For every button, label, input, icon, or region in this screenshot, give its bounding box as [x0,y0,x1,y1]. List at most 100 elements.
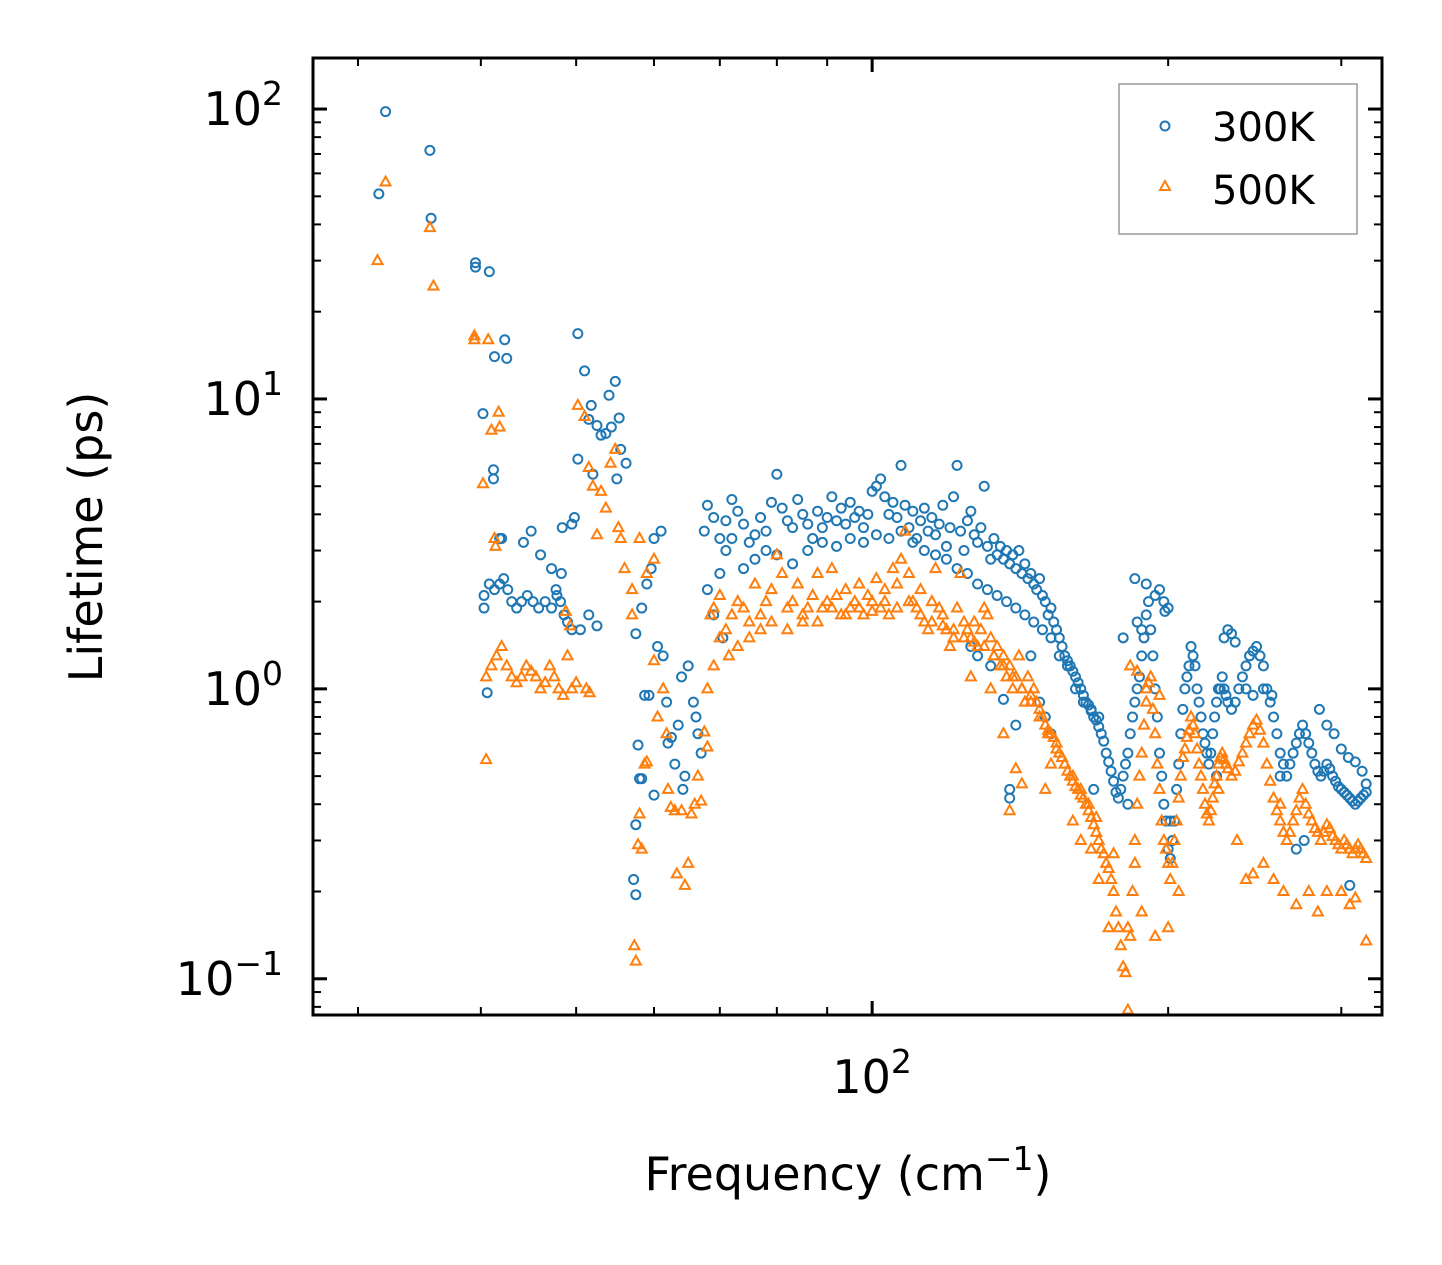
data-point-500K [500,658,514,671]
data-point-300K [539,596,551,608]
data-point-500K [1289,897,1304,910]
data-point-500K [843,600,857,613]
data-point-300K [1025,650,1037,662]
data-point-500K [913,607,928,620]
data-point-500K [1163,871,1177,885]
data-point-500K [731,638,745,652]
data-point-300K [1004,792,1016,804]
data-point-500K [878,594,892,607]
data-point-300K [720,515,732,527]
data-point-300K [1349,756,1361,768]
data-point-300K [1328,728,1340,740]
data-point-300K [879,491,891,503]
data-point-300K [1042,609,1054,621]
data-point-500K [492,419,507,432]
data-point-500K [1221,761,1235,774]
data-point-500K [886,561,900,574]
data-point-500K [668,803,682,816]
data-point-300K [1036,589,1048,601]
data-point-500K [1273,813,1287,826]
data-point-300K [816,536,828,548]
data-point-500K [902,565,916,579]
data-point-300K [787,522,799,534]
data-point-500K [977,638,991,652]
data-point-500K [996,658,1011,671]
data-point-500K [614,530,628,544]
data-point-300K [1120,758,1132,770]
data-point-300K [469,257,481,269]
data-point-500K [943,638,957,652]
data-point-300K [1229,636,1241,648]
data-point-500K [764,582,779,595]
data-point-500K [1204,803,1218,816]
data-point-300K [749,553,761,565]
data-point-300K [1147,650,1159,662]
data-point-300K [1284,758,1296,770]
data-point-300K [985,660,997,672]
data-point-500K [370,253,385,266]
data-point-500K [1084,841,1098,854]
data-point-500K [987,648,1001,661]
data-point-500K [780,622,795,635]
data-point-500K [719,622,733,635]
data-point-300K [630,889,642,901]
data-point-300K [1218,683,1230,695]
data-point-300K [687,696,699,708]
data-point-500K [753,607,768,620]
data-point-500K [543,658,557,671]
data-point-500K [691,768,705,781]
data-point-500K [488,538,503,551]
data-point-500K [563,618,577,631]
data-point-500K [577,408,592,421]
data-point-500K [1305,813,1319,826]
data-point-500K [1148,928,1162,941]
data-point-500K [1104,871,1118,885]
data-point-500K [967,634,981,647]
data-point-300K [620,457,632,469]
data-point-300K [844,533,856,545]
data-point-500K [1024,687,1038,700]
data-point-300K [771,468,783,480]
data-point-300K [720,545,732,557]
data-point-300K [1287,747,1299,759]
data-point-500K [839,582,853,595]
data-point-500K [1106,883,1121,897]
data-point-300K [1136,624,1148,636]
data-point-500K [1196,781,1210,794]
data-point-500K [1171,790,1186,803]
data-point-300K [527,596,539,608]
series-500K [370,174,1373,1015]
data-point-300K [918,502,930,514]
data-point-500K [1015,776,1029,789]
data-point-300K [926,512,938,524]
data-point-300K [862,508,874,520]
data-point-500K [1159,841,1173,854]
data-point-500K [925,614,939,627]
data-point-500K [476,476,490,489]
data-point-500K [423,220,437,233]
data-point-500K [661,781,675,794]
data-point-500K [1323,820,1337,833]
data-point-300K [672,719,684,731]
data-point-300K [1028,578,1040,590]
data-point-500K [1086,817,1101,830]
data-point-500K [829,587,844,600]
data-point-300K [961,515,973,527]
y-axis-label: Lifetime (ps) [59,392,113,683]
data-point-300K [907,536,919,548]
data-point-500K [1106,846,1121,859]
data-point-500K [775,565,789,579]
data-point-500K [1314,832,1328,845]
data-point-500K [647,551,661,564]
data-point-300K [546,563,558,575]
data-point-300K [1247,689,1259,701]
data-point-500K [694,793,708,806]
data-point-500K [1150,756,1165,769]
data-point-300K [698,525,710,537]
data-point-300K [1154,747,1166,759]
data-point-300K [424,144,436,156]
data-point-500K [611,520,626,533]
data-point-500K [1359,850,1373,863]
data-point-300K [1205,747,1217,759]
data-point-300K [821,512,833,524]
